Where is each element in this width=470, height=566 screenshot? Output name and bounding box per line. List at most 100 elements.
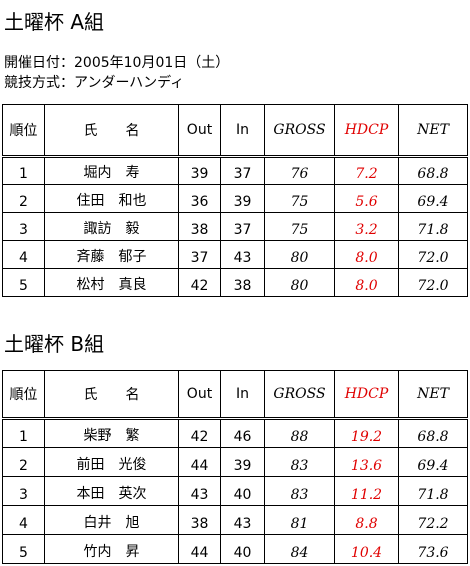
cell: 住田 和也 (44, 184, 179, 213)
cell: 44 (178, 447, 221, 477)
cell: 松村 真良 (44, 268, 179, 297)
cell: 13.6 (334, 447, 399, 477)
header-cell: NET (398, 104, 468, 158)
cell: 44 (178, 534, 221, 564)
header-row: 順位氏 名 Out In GROSS HDCP NET (2, 370, 468, 420)
cell: 5.6 (334, 184, 399, 213)
data-row: 2 前田 光俊 44 39 83 13.6 69.4 (2, 447, 468, 477)
cell: 8.0 (334, 268, 399, 297)
header-row: 順位氏 名 Out In GROSS HDCP NET (2, 104, 468, 158)
cell: 75 (264, 212, 335, 241)
data-row: 4 斉藤 郁子 37 43 80 8.0 72.0 (2, 240, 468, 269)
cell: 69.4 (398, 184, 468, 213)
cell: 白井 旭 (44, 505, 179, 535)
cell: 38 (220, 268, 265, 297)
data-row: 2 住田 和也 36 39 75 5.6 69.4 (2, 184, 468, 213)
header-cell: 順位 (2, 104, 45, 158)
data-row: 3 本田 英次 43 40 83 11.2 71.8 (2, 476, 468, 506)
cell: 42 (178, 268, 221, 297)
cell: 8.0 (334, 240, 399, 269)
cell: 1 (2, 418, 45, 448)
cell: 堀内 寿 (44, 156, 179, 185)
header-cell: HDCP (334, 104, 399, 158)
cell: 5 (2, 534, 45, 564)
cell: 72.0 (398, 268, 468, 297)
cell: 43 (220, 505, 265, 535)
cell: 71.8 (398, 212, 468, 241)
cell: 39 (178, 156, 221, 185)
cell: 40 (220, 534, 265, 564)
cell: 斉藤 郁子 (44, 240, 179, 269)
cell: 5 (2, 268, 45, 297)
cell: 柴野 繁 (44, 418, 179, 448)
score-table: 順位氏 名 Out In GROSS HDCP NET 1 堀内 寿 39 37 76 7.2 68.8… (2, 104, 468, 297)
cell: 4 (2, 240, 45, 269)
cell: 46 (220, 418, 265, 448)
header-cell: NET (398, 370, 468, 420)
cell: 諏訪 毅 (44, 212, 179, 241)
cell: 37 (220, 212, 265, 241)
data-row: 5 竹内 昇 44 40 84 10.4 73.6 (2, 534, 468, 564)
cell: 7.2 (334, 156, 399, 185)
cell: 75 (264, 184, 335, 213)
cell: 10.4 (334, 534, 399, 564)
header-cell: 順位 (2, 370, 45, 420)
cell: 37 (220, 156, 265, 185)
cell: 81 (264, 505, 335, 535)
cell: 2 (2, 184, 45, 213)
data-row: 1 柴野 繁 42 46 88 19.2 68.8 (2, 418, 468, 448)
section-title: 土曜杯 B組 (4, 332, 105, 356)
header-cell: 氏 名 (44, 104, 179, 158)
data-row: 5 松村 真良 42 38 80 8.0 72.0 (2, 268, 468, 297)
header-cell: Out (178, 370, 221, 420)
cell: 39 (220, 447, 265, 477)
cell: 72.2 (398, 505, 468, 535)
info-date: 開催日付：2005年10月01日（土） (4, 55, 230, 71)
cell: 83 (264, 476, 335, 506)
cell: 72.0 (398, 240, 468, 269)
cell: 竹内 昇 (44, 534, 179, 564)
header-cell: In (220, 104, 265, 158)
cell: 40 (220, 476, 265, 506)
cell: 36 (178, 184, 221, 213)
cell: 38 (178, 505, 221, 535)
cell: 73.6 (398, 534, 468, 564)
header-cell: GROSS (264, 104, 335, 158)
data-row: 1 堀内 寿 39 37 76 7.2 68.8 (2, 156, 468, 185)
data-row: 4 白井 旭 38 43 81 8.8 72.2 (2, 505, 468, 535)
cell: 2 (2, 447, 45, 477)
header-cell: Out (178, 104, 221, 158)
header-cell: GROSS (264, 370, 335, 420)
cell: 68.8 (398, 156, 468, 185)
cell: 38 (178, 212, 221, 241)
cell: 69.4 (398, 447, 468, 477)
cell: 8.8 (334, 505, 399, 535)
cell: 37 (178, 240, 221, 269)
cell: 43 (220, 240, 265, 269)
cell: 19.2 (334, 418, 399, 448)
cell: 4 (2, 505, 45, 535)
header-cell: 氏 名 (44, 370, 179, 420)
cell: 3 (2, 212, 45, 241)
cell: 43 (178, 476, 221, 506)
cell: 1 (2, 156, 45, 185)
score-table: 順位氏 名 Out In GROSS HDCP NET 1 柴野 繁 42 46 88 19.2 68.… (2, 370, 468, 564)
info-format: 競技方式：アンダーハンディ (4, 75, 185, 91)
header-cell: In (220, 370, 265, 420)
cell: 39 (220, 184, 265, 213)
cell: 42 (178, 418, 221, 448)
cell: 本田 英次 (44, 476, 179, 506)
cell: 71.8 (398, 476, 468, 506)
cell: 80 (264, 240, 335, 269)
header-cell: HDCP (334, 370, 399, 420)
section-title: 土曜杯 A組 (4, 10, 105, 34)
data-row: 3 諏訪 毅 38 37 75 3.2 71.8 (2, 212, 468, 241)
cell: 68.8 (398, 418, 468, 448)
cell: 83 (264, 447, 335, 477)
cell: 76 (264, 156, 335, 185)
cell: 11.2 (334, 476, 399, 506)
cell: 3 (2, 476, 45, 506)
cell: 前田 光俊 (44, 447, 179, 477)
cell: 88 (264, 418, 335, 448)
